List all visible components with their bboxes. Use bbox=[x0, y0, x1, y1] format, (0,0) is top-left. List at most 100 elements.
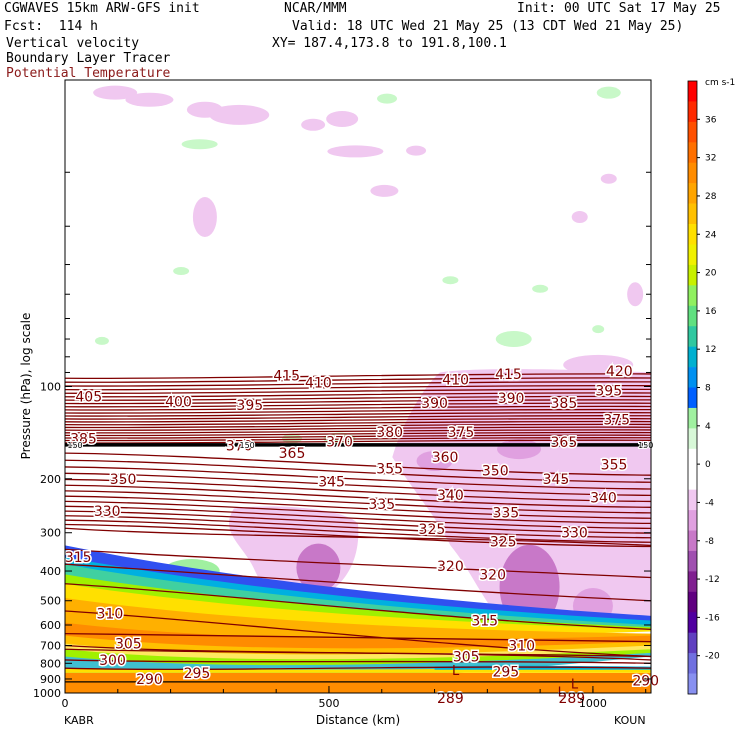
theta-contour bbox=[65, 423, 651, 429]
colorbar-tick-label: 12 bbox=[705, 345, 716, 355]
theta-contour bbox=[65, 510, 651, 534]
colorbar-tick-label: 32 bbox=[705, 154, 716, 164]
field-boundary-layer-tracer: Boundary Layer Tracer bbox=[6, 51, 171, 66]
y-tick-label: 700 bbox=[40, 640, 61, 653]
theta-contour bbox=[65, 411, 651, 417]
y-axis-title: Pressure (hPa), log scale bbox=[19, 313, 33, 460]
theta-label: 330 bbox=[561, 526, 588, 542]
colorbar-swatch bbox=[688, 632, 697, 654]
velocity-cell bbox=[442, 276, 459, 285]
colorbar-swatch bbox=[688, 469, 697, 490]
colorbar-swatch bbox=[688, 224, 697, 245]
velocity-cell bbox=[327, 145, 384, 158]
theta-contour bbox=[65, 459, 651, 483]
theta-contours bbox=[65, 373, 651, 683]
colorbar-tick-label: 4 bbox=[705, 422, 711, 432]
velocity-cell bbox=[326, 110, 359, 127]
theta-label: 395 bbox=[236, 398, 263, 414]
theta-contour bbox=[65, 519, 651, 543]
theta-contour bbox=[65, 666, 651, 670]
x-tick-label: 1000 bbox=[579, 697, 607, 710]
theta-label: 340 bbox=[590, 490, 617, 506]
theta-label: 310 bbox=[508, 639, 535, 655]
colorbar-swatch bbox=[688, 183, 697, 204]
subsidence-core bbox=[497, 439, 542, 460]
colorbar-tick-label: -12 bbox=[705, 575, 720, 585]
y-tick-label: 500 bbox=[40, 595, 61, 608]
theta-label: 380 bbox=[376, 425, 403, 441]
velocity-cell bbox=[301, 118, 326, 131]
theta-label: 390 bbox=[498, 391, 525, 407]
theta-contour bbox=[65, 490, 651, 514]
velocity-cell bbox=[592, 325, 605, 334]
theta-contour bbox=[65, 429, 651, 434]
model-title: CGWAVES 15km ARW-GFS init bbox=[4, 1, 200, 16]
velocity-cell bbox=[406, 145, 427, 156]
theta-contour bbox=[65, 414, 651, 420]
colorbar-swatch bbox=[688, 448, 697, 470]
theta-label: 410 bbox=[305, 375, 332, 391]
colorbar-tick-label: 0 bbox=[705, 460, 711, 470]
colorbar-swatch bbox=[688, 489, 697, 511]
theta-label: 320 bbox=[437, 559, 464, 575]
colorbar-swatch bbox=[688, 530, 697, 552]
theta-label: 415 bbox=[273, 368, 300, 384]
theta-contour bbox=[65, 395, 651, 401]
colorbar-swatch bbox=[688, 612, 697, 633]
colorbar-swatch bbox=[688, 346, 697, 368]
subsidence-core bbox=[296, 543, 341, 592]
theta-contour bbox=[65, 478, 651, 503]
colorbar-tick-label: -4 bbox=[705, 498, 714, 508]
velocity-cell bbox=[93, 85, 138, 100]
subsidence-core bbox=[416, 450, 453, 471]
colorbar-tick-label: 8 bbox=[705, 384, 711, 394]
colorbar-swatch bbox=[688, 101, 697, 123]
velocity-cell bbox=[370, 184, 399, 197]
theta-label: 350 bbox=[482, 464, 509, 480]
colorbar-swatch bbox=[688, 428, 697, 450]
velocity-cell bbox=[563, 354, 634, 375]
theta-contour bbox=[65, 431, 651, 437]
colorbar-swatch bbox=[688, 510, 697, 531]
velocity-cell bbox=[627, 282, 644, 307]
theta-contour bbox=[65, 417, 651, 423]
colorbar-swatch bbox=[688, 203, 697, 225]
y-tick-label: 600 bbox=[40, 619, 61, 632]
y-tick-label: 1000 bbox=[33, 687, 61, 700]
theta-label: 310 bbox=[97, 606, 124, 622]
theta-contour bbox=[65, 563, 651, 602]
theta-label: 350 bbox=[110, 472, 137, 488]
theta-label: 325 bbox=[490, 534, 517, 550]
init-time: Init: 00 UTC Sat 17 May 25 bbox=[517, 1, 721, 16]
colorbar-swatch bbox=[688, 81, 697, 102]
theta-label: 400 bbox=[165, 395, 192, 411]
y-tick-label: 400 bbox=[40, 565, 61, 578]
colorbar-swatch bbox=[688, 142, 697, 164]
theta-label: 410 bbox=[442, 373, 469, 389]
theta-label: 385 bbox=[70, 432, 97, 448]
low-marker: L bbox=[571, 677, 579, 692]
theta-label: 390 bbox=[421, 396, 448, 412]
theta-contour bbox=[65, 523, 651, 548]
colorbar-swatch bbox=[688, 571, 697, 593]
colorbar-tick-label: -20 bbox=[705, 652, 720, 662]
theta-contour bbox=[65, 420, 651, 426]
colorbar-tick-label: -16 bbox=[705, 613, 720, 623]
org-label: NCAR/MMM bbox=[284, 1, 347, 16]
theta-label: 325 bbox=[419, 522, 446, 538]
theta-contour bbox=[65, 436, 651, 442]
left-endpoint-label: KABR bbox=[64, 714, 94, 727]
cross-section-xy: XY= 187.4,173.8 to 191.8,100.1 bbox=[272, 36, 507, 51]
theta-label: 335 bbox=[368, 497, 395, 513]
velocity-cell bbox=[377, 93, 398, 104]
theta-label: 320 bbox=[479, 567, 506, 583]
theta-label: 315 bbox=[471, 613, 498, 629]
colorbar-swatch bbox=[688, 121, 697, 143]
theta-contour bbox=[65, 452, 651, 476]
theta-contour bbox=[65, 402, 651, 408]
theta-contour bbox=[65, 505, 651, 530]
theta-contour bbox=[65, 388, 651, 395]
field-vertical-velocity: Vertical velocity bbox=[6, 36, 140, 51]
